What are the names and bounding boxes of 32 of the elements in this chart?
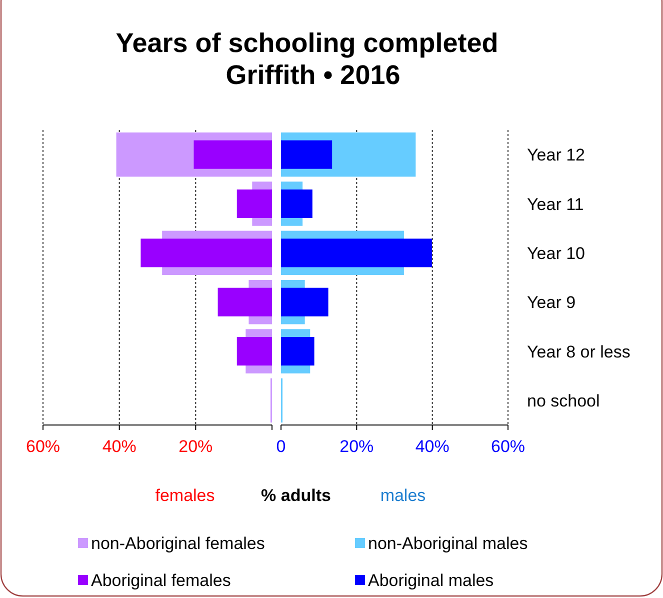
y-tick-label: Year 10 [527, 244, 585, 263]
bar [194, 140, 272, 169]
bar [140, 238, 272, 268]
chart-title: Years of schooling completed [116, 28, 498, 58]
x-tick-label: 20% [340, 437, 374, 456]
bar [236, 336, 272, 366]
x-axis-title: % adults [261, 486, 331, 505]
text: males [380, 486, 426, 505]
legend-label: Aboriginal males [368, 571, 494, 590]
y-tick-label: Year 9 [527, 293, 576, 312]
x-tick-label: 40% [415, 437, 450, 456]
x-tick-label: 60% [490, 437, 526, 456]
x-tick-label: 40% [102, 437, 136, 456]
bar [236, 189, 272, 218]
y-tick-label: Year 11 [527, 194, 584, 214]
x-tick-label: 60% [26, 437, 60, 456]
x-tick-label: 20% [178, 437, 213, 456]
legend-label: non-Aboriginal females [91, 534, 265, 553]
text: females [155, 486, 215, 505]
bar [281, 336, 314, 366]
x-tick-label: 0 [276, 437, 286, 456]
bar [281, 189, 312, 218]
bar [281, 238, 432, 268]
y-tick-label: no school [527, 391, 600, 410]
bar [281, 288, 328, 316]
bar [218, 288, 272, 316]
legend-label: non-Aboriginal males [368, 534, 528, 553]
y-tick-label: Year 12 [527, 146, 585, 165]
bar [281, 140, 332, 169]
legend-label: Aboriginal females [91, 571, 231, 590]
chart-subtitle: Griffith • 2016 [226, 60, 400, 90]
y-tick-label: Year 8 or less [527, 342, 630, 362]
